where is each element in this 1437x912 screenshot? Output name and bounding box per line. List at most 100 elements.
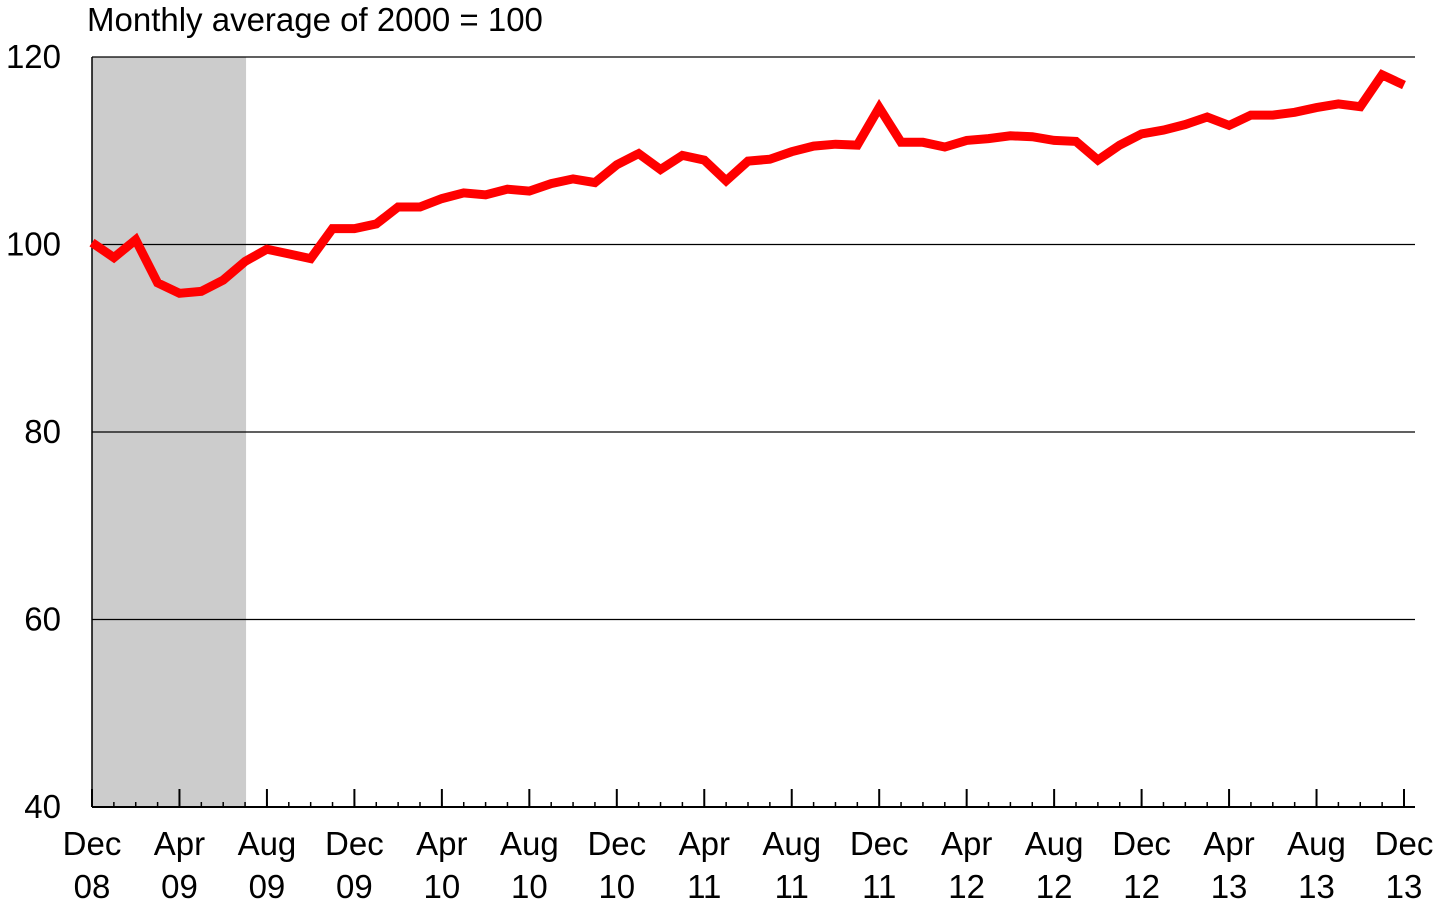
data-point xyxy=(1008,134,1012,138)
x-tick-label-month: Apr xyxy=(416,825,467,862)
data-point xyxy=(812,144,816,148)
x-tick-label-year: 12 xyxy=(948,868,985,905)
x-tick-label-year: 11 xyxy=(862,868,896,905)
data-point xyxy=(1096,158,1100,162)
data-point xyxy=(1402,83,1406,87)
x-tick-label-year: 12 xyxy=(1123,868,1160,905)
y-tick-label: 80 xyxy=(24,413,61,450)
x-tick-label-month: Apr xyxy=(1203,825,1254,862)
data-point xyxy=(855,143,859,147)
data-point xyxy=(1030,135,1034,139)
data-point xyxy=(659,168,663,172)
data-point xyxy=(899,140,903,144)
x-tick-label-month: Aug xyxy=(762,825,821,862)
x-tick-label-month: Dec xyxy=(1375,825,1434,862)
data-point xyxy=(593,181,597,185)
x-tick-label-month: Dec xyxy=(63,825,122,862)
x-tick-label-year: 10 xyxy=(424,868,461,905)
data-point xyxy=(134,238,138,242)
x-tick-label-year: 10 xyxy=(511,868,548,905)
x-tick-label-year: 11 xyxy=(687,868,721,905)
data-point xyxy=(177,291,181,295)
data-point xyxy=(1380,73,1384,77)
data-point xyxy=(1118,143,1122,147)
x-tick-label-year: 12 xyxy=(1036,868,1073,905)
data-point xyxy=(1205,115,1209,119)
x-tick-label-month: Aug xyxy=(500,825,559,862)
chart-subtitle: Monthly average of 2000 = 100 xyxy=(87,1,543,38)
x-tick-label-year: 13 xyxy=(1211,868,1248,905)
data-point xyxy=(331,227,335,231)
data-point xyxy=(549,182,553,186)
data-point xyxy=(1183,123,1187,127)
x-tick-label-year: 11 xyxy=(775,868,809,905)
data-point xyxy=(1074,139,1078,143)
data-point xyxy=(1249,113,1253,117)
data-point xyxy=(724,179,728,183)
x-tick-label-month: Dec xyxy=(325,825,384,862)
data-point xyxy=(615,163,619,167)
data-point xyxy=(374,222,378,226)
data-point xyxy=(987,137,991,141)
x-tick-label-month: Apr xyxy=(154,825,205,862)
data-point xyxy=(790,150,794,154)
data-point xyxy=(833,142,837,146)
data-point xyxy=(571,177,575,181)
data-point xyxy=(396,205,400,209)
x-tick-label-month: Apr xyxy=(941,825,992,862)
data-point xyxy=(1140,132,1144,136)
data-point xyxy=(877,106,881,110)
data-point xyxy=(637,152,641,156)
data-point xyxy=(1161,128,1165,132)
data-point xyxy=(90,241,94,245)
data-point xyxy=(1336,102,1340,106)
data-point xyxy=(112,256,116,260)
x-tick-label-month: Aug xyxy=(1287,825,1346,862)
data-point xyxy=(1293,110,1297,114)
x-tick-label-year: 09 xyxy=(336,868,373,905)
data-point xyxy=(943,145,947,149)
data-point xyxy=(702,158,706,162)
data-point xyxy=(265,247,269,251)
data-point xyxy=(768,157,772,161)
data-point xyxy=(1315,106,1319,110)
data-point xyxy=(1052,138,1056,142)
data-point xyxy=(287,252,291,256)
data-point xyxy=(921,140,925,144)
x-tick-label-year: 09 xyxy=(161,868,198,905)
data-point xyxy=(1271,113,1275,117)
series-layer xyxy=(89,69,1406,298)
data-point xyxy=(505,187,509,191)
y-tick-label: 120 xyxy=(6,38,61,75)
data-point xyxy=(440,197,444,201)
data-point xyxy=(484,193,488,197)
data-point xyxy=(527,189,531,193)
tick-labels: 40 60 80 100 120 Dec 08 Apr 09 Aug 09 Dec 09 Apr 10 Aug… xyxy=(6,38,1433,905)
data-point xyxy=(1358,105,1362,109)
data-point xyxy=(418,205,422,209)
data-point xyxy=(462,191,466,195)
x-tick-label-month: Dec xyxy=(1112,825,1171,862)
data-point xyxy=(199,289,203,293)
y-tick-label: 60 xyxy=(24,601,61,638)
data-point xyxy=(156,281,160,285)
data-point xyxy=(352,227,356,231)
y-tick-label: 40 xyxy=(24,788,61,825)
data-point xyxy=(243,259,247,263)
x-tick-label-year: 08 xyxy=(74,868,111,905)
gridlines xyxy=(92,56,1415,621)
y-tick-label: 100 xyxy=(6,226,61,263)
data-point xyxy=(965,138,969,142)
x-tick-label-year: 13 xyxy=(1386,868,1423,905)
x-tick-label-month: Apr xyxy=(679,825,730,862)
x-tick-label-month: Dec xyxy=(850,825,909,862)
axes xyxy=(91,57,1415,808)
x-tick-label-month: Aug xyxy=(1025,825,1084,862)
data-point xyxy=(1227,123,1231,127)
x-tick-label-year: 10 xyxy=(598,868,635,905)
data-point xyxy=(309,257,313,261)
data-point xyxy=(221,278,225,282)
x-tick-label-month: Dec xyxy=(587,825,646,862)
